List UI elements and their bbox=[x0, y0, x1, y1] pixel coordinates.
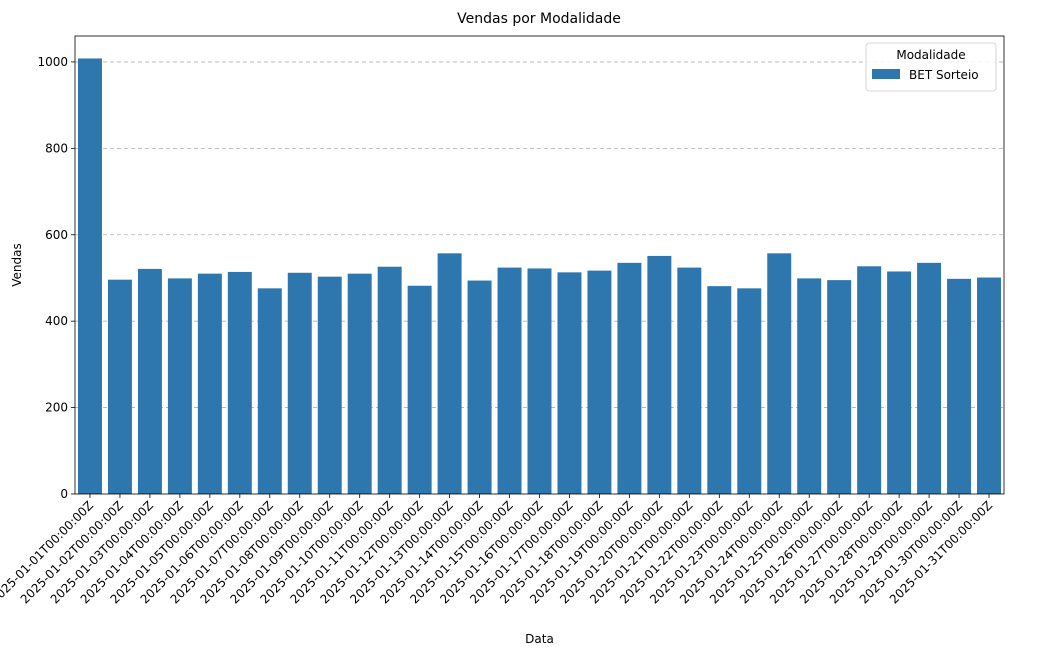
bars bbox=[77, 58, 1002, 494]
bar bbox=[707, 286, 732, 494]
bar bbox=[167, 278, 192, 494]
bar bbox=[917, 262, 942, 494]
bar bbox=[647, 255, 672, 494]
bar bbox=[827, 280, 852, 494]
bar bbox=[467, 280, 492, 494]
bar bbox=[587, 270, 612, 494]
bar bbox=[107, 279, 132, 494]
bar bbox=[437, 253, 462, 494]
y-tick-label: 600 bbox=[45, 228, 68, 242]
bar bbox=[347, 273, 372, 494]
bar bbox=[227, 271, 252, 494]
x-axis: 2025-01-01T00:00:00Z2025-01-02T00:00:00Z… bbox=[0, 494, 995, 607]
y-tick-label: 1000 bbox=[37, 55, 68, 69]
bar bbox=[527, 268, 552, 494]
bar bbox=[317, 276, 342, 494]
y-axis: 0 200 400 600 800 1000 bbox=[37, 55, 75, 501]
bar bbox=[977, 277, 1002, 494]
bar bbox=[407, 285, 432, 494]
x-axis-title: Data bbox=[525, 632, 554, 646]
y-tick-label: 800 bbox=[45, 141, 68, 155]
bar bbox=[767, 253, 792, 494]
legend-entry: BET Sorteio bbox=[909, 68, 979, 82]
bar bbox=[617, 262, 642, 494]
chart-title: Vendas por Modalidade bbox=[457, 11, 621, 27]
bar bbox=[137, 268, 162, 494]
bar bbox=[77, 58, 102, 494]
bar bbox=[797, 278, 822, 494]
legend: Modalidade BET Sorteio bbox=[865, 42, 997, 92]
legend-title: Modalidade bbox=[896, 48, 965, 62]
bar bbox=[377, 266, 402, 494]
bar bbox=[947, 278, 972, 494]
legend-swatch bbox=[872, 69, 900, 79]
bar bbox=[887, 271, 912, 494]
y-tick-label: 200 bbox=[45, 401, 68, 415]
bar bbox=[257, 288, 282, 494]
bar bbox=[557, 272, 582, 494]
bar bbox=[287, 272, 312, 494]
bar bbox=[737, 288, 762, 494]
bar bbox=[197, 273, 222, 494]
y-tick-label: 400 bbox=[45, 314, 68, 328]
y-axis-title: Vendas bbox=[10, 243, 24, 287]
y-tick-label: 0 bbox=[60, 487, 68, 501]
bar bbox=[497, 267, 522, 494]
bar bbox=[857, 266, 882, 494]
bar bbox=[677, 267, 702, 494]
